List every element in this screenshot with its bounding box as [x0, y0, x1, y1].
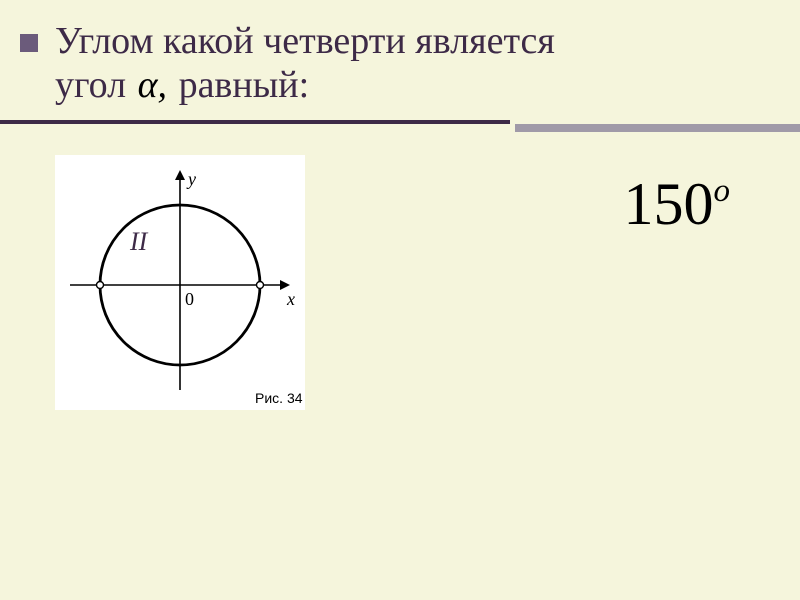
quadrant-label: II	[129, 227, 149, 256]
title-underline	[0, 120, 800, 130]
rule-light	[515, 124, 800, 132]
title-bullet	[20, 34, 38, 52]
unit-circle-diagram: y x 0 II Рис. 34	[55, 155, 305, 410]
origin-label: 0	[185, 289, 194, 309]
degree-symbol: о	[714, 173, 731, 209]
alpha-symbol: α,	[136, 64, 169, 106]
title-line2-word: угол	[55, 64, 126, 106]
unit-circle-card: y x 0 II Рис. 34	[55, 155, 305, 410]
left-intersection-marker	[97, 282, 104, 289]
title-line2: угол α, равный:	[55, 64, 755, 108]
x-axis-label: x	[286, 289, 295, 309]
y-axis-label: y	[186, 169, 196, 189]
title-line1: Углом какой четверти является	[55, 20, 755, 64]
y-axis-arrow-icon	[175, 170, 185, 180]
angle-number: 150	[624, 171, 714, 237]
title-block: Углом какой четверти является угол α, ра…	[55, 20, 755, 107]
rule-dark	[0, 120, 510, 124]
title-line2-tail: равный:	[179, 64, 310, 106]
angle-value: 150о	[624, 170, 731, 239]
figure-caption: Рис. 34	[255, 390, 303, 406]
slide: Углом какой четверти является угол α, ра…	[0, 0, 800, 600]
right-intersection-marker	[257, 282, 264, 289]
